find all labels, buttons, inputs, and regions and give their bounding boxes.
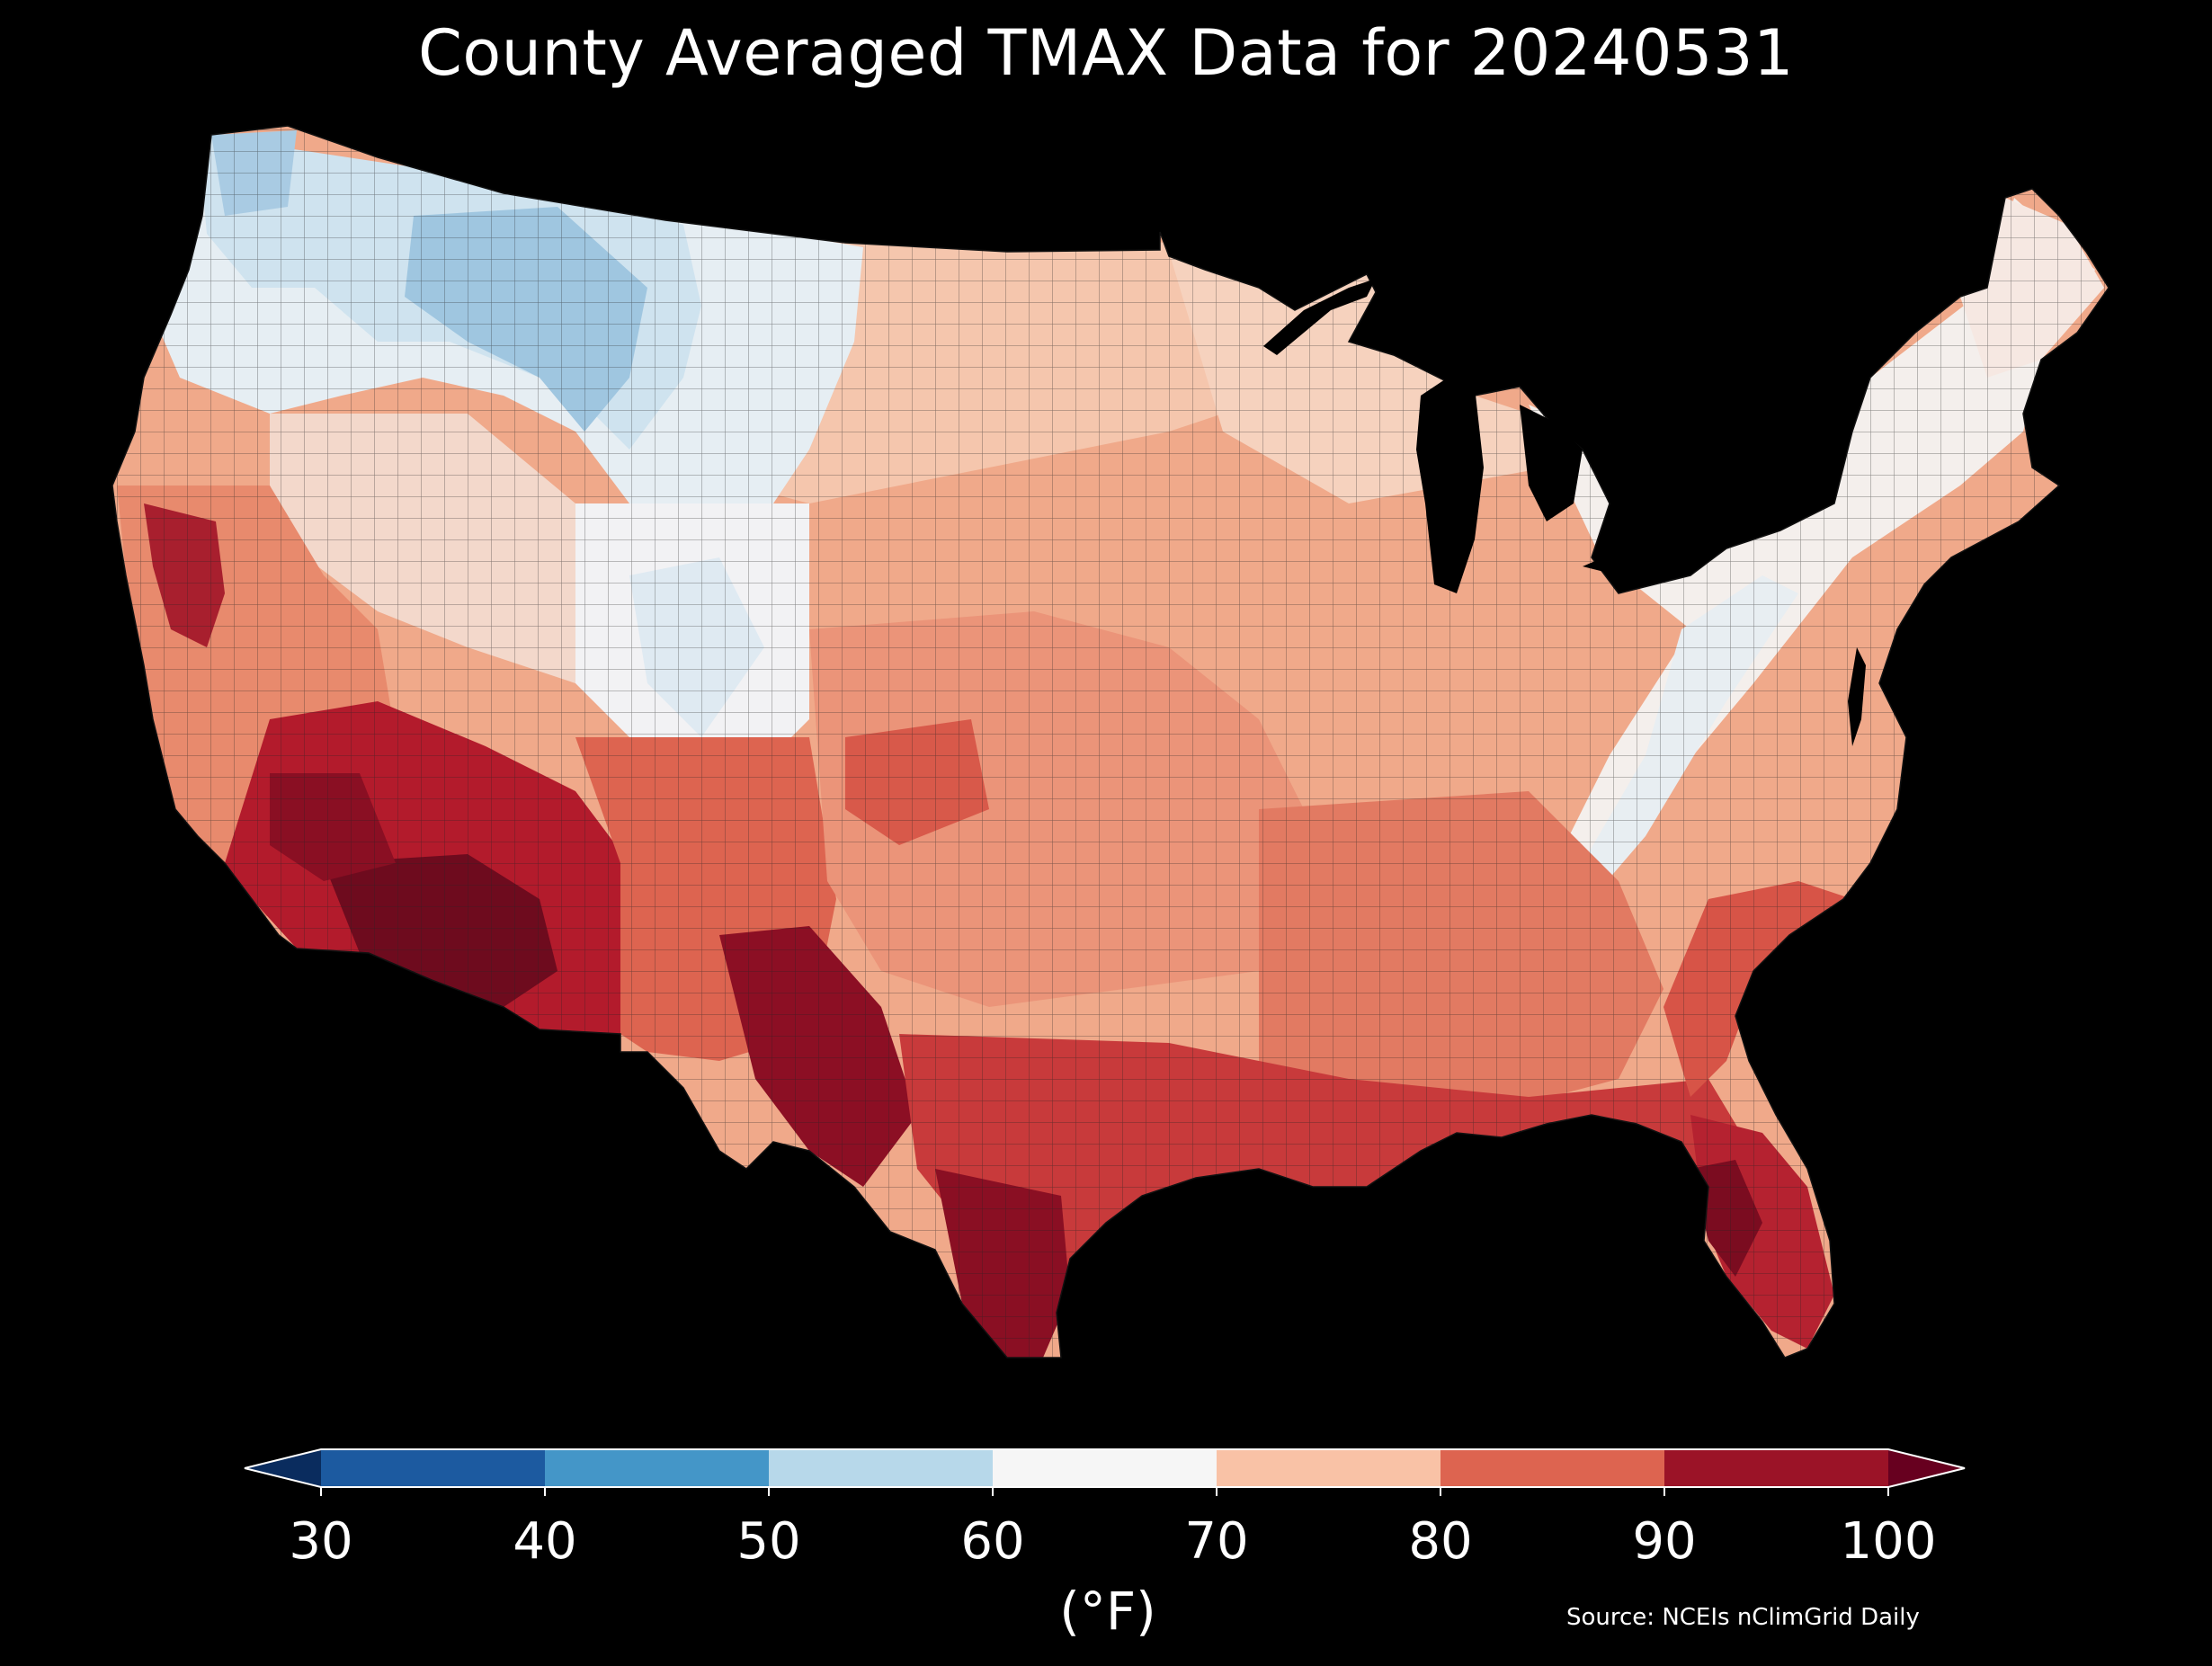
lake-michigan xyxy=(1416,378,1484,593)
colorbar-bin-90-100 xyxy=(1664,1449,1888,1487)
chesapeake-bay xyxy=(1848,647,1866,746)
colorbar-unit-label: (°F) xyxy=(1059,1581,1156,1642)
colorbar-bin-60-70 xyxy=(993,1449,1217,1487)
lake-superior xyxy=(1263,279,1376,355)
colorbar-bin-70-80 xyxy=(1217,1449,1440,1487)
colorbar-tick-label: 60 xyxy=(960,1512,1025,1571)
map-title: County Averaged TMAX Data for 20240531 xyxy=(417,16,1795,90)
colorbar-under-arrow xyxy=(245,1449,321,1487)
colorbar-tick-label: 90 xyxy=(1632,1512,1697,1571)
colorbar-tick-label: 40 xyxy=(513,1512,577,1571)
lake-huron xyxy=(1520,405,1583,521)
colorbar-bin-40-50 xyxy=(545,1449,769,1487)
colorbar-over-arrow xyxy=(1888,1449,1965,1487)
source-credit: Source: NCEIs nClimGrid Daily xyxy=(1566,1604,1920,1631)
colorbar-tick-label: 30 xyxy=(289,1512,353,1571)
colorbar-tick-label: 50 xyxy=(736,1512,801,1571)
colorbar-bin-30-40 xyxy=(321,1449,545,1487)
colorbar-bin-50-60 xyxy=(769,1449,993,1487)
colorbar-tick-label: 100 xyxy=(1840,1512,1937,1571)
colorbar-tick-label: 70 xyxy=(1184,1512,1249,1571)
colorbar-bin-80-90 xyxy=(1440,1449,1664,1487)
colorbar-tick-label: 80 xyxy=(1408,1512,1473,1571)
lake-erie xyxy=(1583,530,1681,575)
great-lakes xyxy=(1263,279,1866,746)
